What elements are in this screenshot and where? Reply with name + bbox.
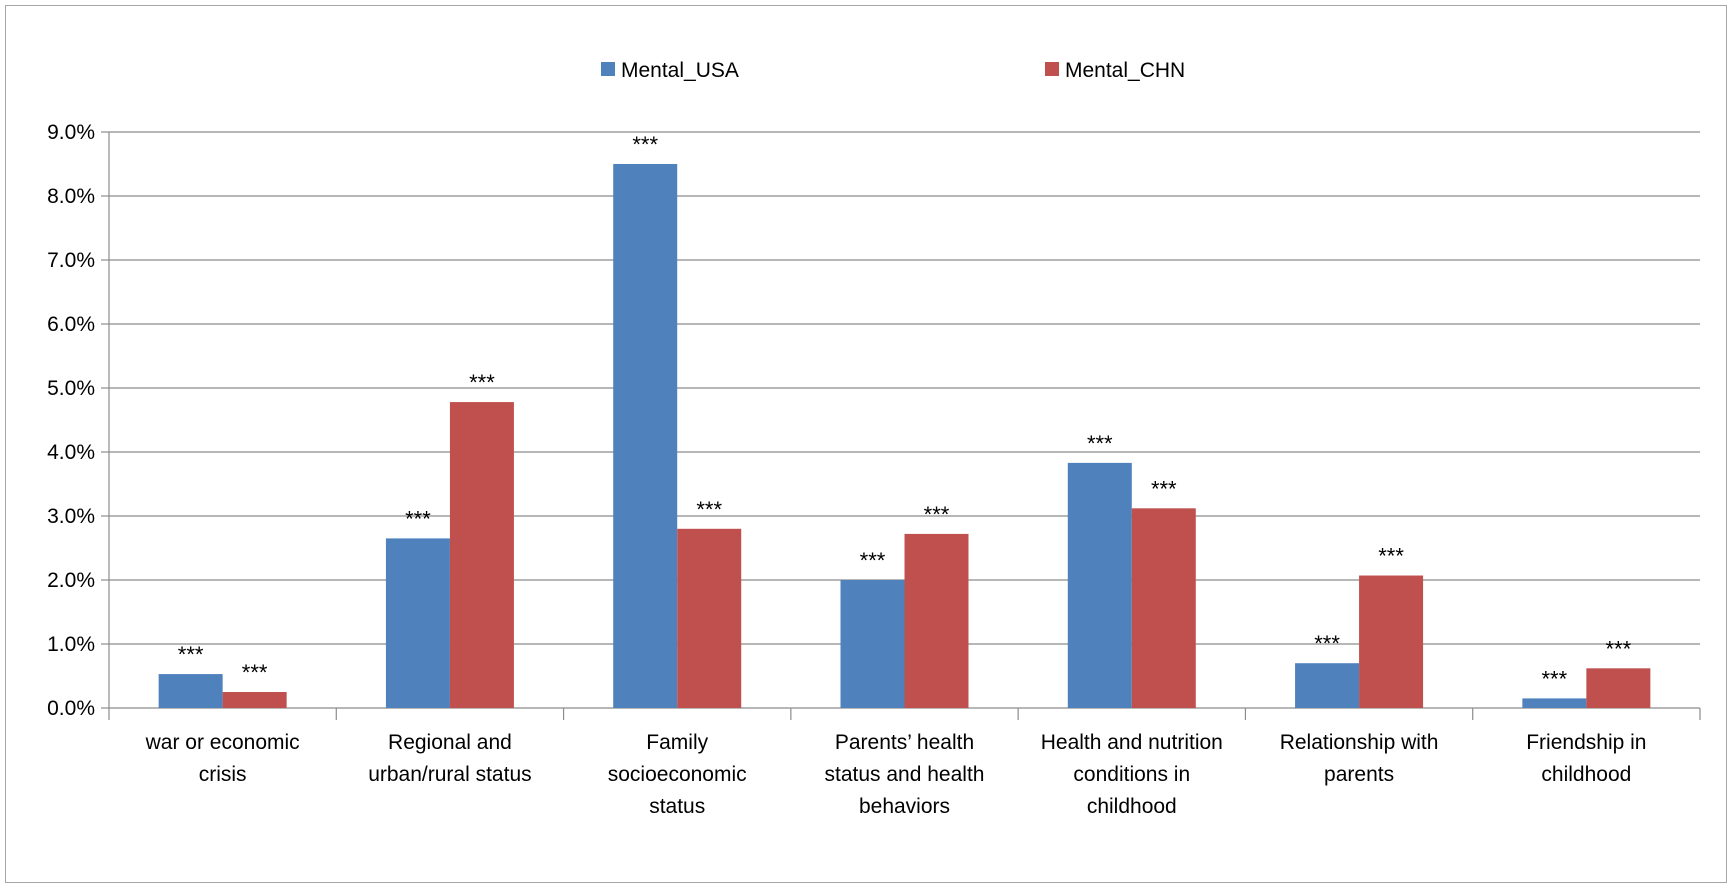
bar-mental-chn: [222, 692, 287, 708]
x-tick-label: behaviors: [859, 795, 950, 818]
x-tick-label: Regional and: [388, 731, 512, 754]
x-tick-label: childhood: [1541, 763, 1631, 786]
y-tick-label: 1.0%: [47, 633, 95, 656]
data-label: ***: [696, 497, 722, 522]
bar-mental-usa: [158, 674, 223, 708]
data-label: ***: [242, 660, 268, 685]
y-tick-label: 9.0%: [47, 121, 95, 144]
bar-mental-chn: [449, 402, 514, 708]
x-tick-label: crisis: [199, 763, 247, 786]
x-tick-label: socioeconomic: [608, 763, 747, 786]
x-tick-label: urban/rural status: [368, 763, 531, 786]
bar-mental-usa: [613, 164, 678, 708]
data-label: ***: [924, 502, 950, 527]
y-tick-label: 0.0%: [47, 697, 95, 720]
x-tick-label: Friendship in: [1526, 731, 1646, 754]
y-tick-label: 5.0%: [47, 377, 95, 400]
y-tick-label: 7.0%: [47, 249, 95, 272]
x-tick-label: status: [649, 795, 705, 818]
x-tick-label: war or economic: [145, 731, 300, 754]
data-label: ***: [405, 506, 431, 531]
legend-label: Mental_CHN: [1065, 59, 1185, 82]
x-tick-label: Family: [646, 731, 708, 754]
data-label: ***: [178, 642, 204, 667]
legend-swatch: [1045, 62, 1059, 76]
data-label: ***: [1542, 666, 1568, 691]
bar-mental-chn: [904, 533, 969, 708]
bar-mental-chn: [1359, 575, 1424, 708]
bar-mental-usa: [1067, 462, 1132, 708]
x-tick-label: parents: [1324, 763, 1394, 786]
x-tick-label: status and health: [825, 763, 985, 786]
data-label: ***: [860, 548, 886, 573]
bar-mental-chn: [1586, 668, 1651, 708]
bar-mental-usa: [385, 538, 450, 708]
data-label: ***: [469, 370, 495, 395]
data-label: ***: [1087, 431, 1113, 456]
y-tick-label: 8.0%: [47, 185, 95, 208]
bar-mental-usa: [840, 580, 905, 708]
bar-mental-usa: [1522, 698, 1587, 708]
chart-frame: [5, 5, 1727, 883]
data-label: ***: [632, 132, 658, 157]
x-tick-label: Relationship with: [1280, 731, 1439, 754]
y-tick-label: 4.0%: [47, 441, 95, 464]
y-tick-label: 2.0%: [47, 569, 95, 592]
bar-mental-chn: [677, 528, 742, 708]
legend-label: Mental_USA: [621, 59, 739, 82]
data-label: ***: [1314, 631, 1340, 656]
data-label: ***: [1151, 476, 1177, 501]
x-tick-label: conditions in: [1073, 763, 1190, 786]
y-tick-label: 6.0%: [47, 313, 95, 336]
data-label: ***: [1378, 544, 1404, 569]
x-tick-label: Parents’ health: [835, 731, 974, 754]
legend-swatch: [601, 62, 615, 76]
bar-mental-usa: [1295, 663, 1360, 708]
x-tick-label: childhood: [1087, 795, 1177, 818]
x-tick-label: Health and nutrition: [1041, 731, 1223, 754]
y-tick-label: 3.0%: [47, 505, 95, 528]
data-label: ***: [1606, 636, 1632, 661]
bar-mental-chn: [1131, 508, 1196, 708]
